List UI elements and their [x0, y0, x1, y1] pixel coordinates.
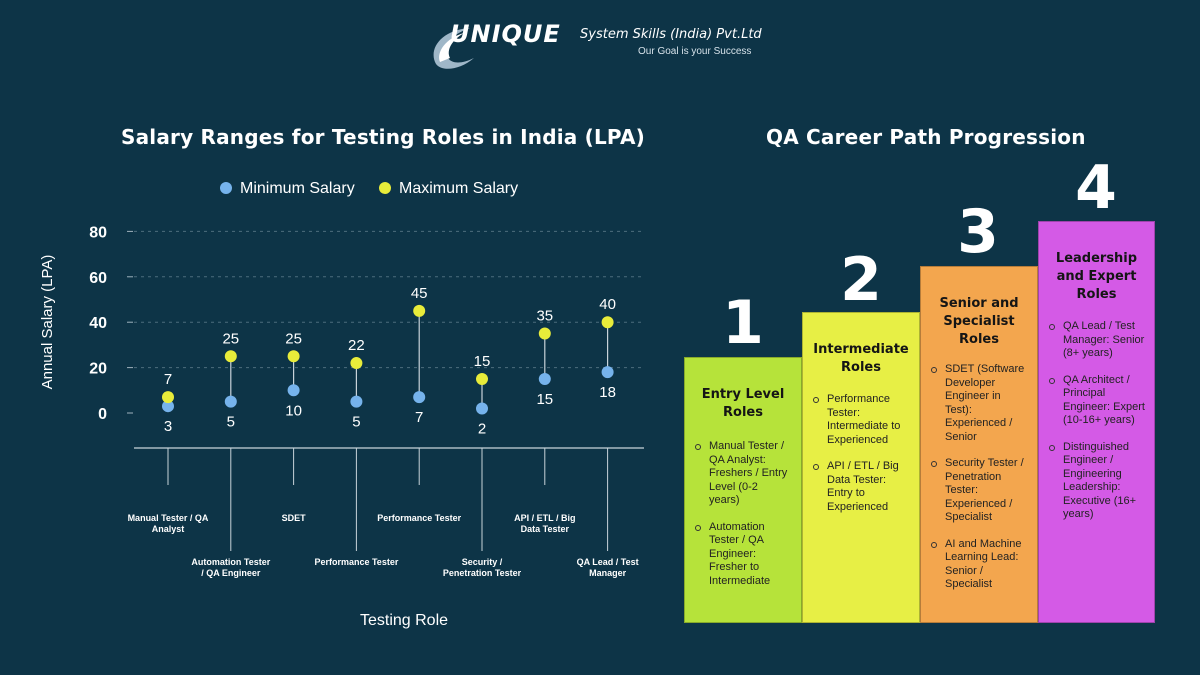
step-list: Manual Tester / QA Analyst: Freshers / E… — [693, 440, 791, 588]
step-2-number: 2 — [840, 245, 882, 315]
min-point — [413, 391, 426, 404]
legend-maximum-marker — [379, 182, 391, 194]
x-axis-label: Testing Role — [360, 612, 448, 629]
max-data-label: 22 — [348, 337, 365, 354]
logo-swoosh-icon — [433, 28, 474, 69]
career-step-leadership: Leadership and Expert Roles QA Lead / Te… — [1038, 221, 1155, 623]
max-point — [413, 304, 426, 317]
brand-name: UNIQUE — [450, 20, 561, 48]
min-point — [538, 372, 551, 385]
x-tick-label: QA Lead / Test Manager — [577, 557, 639, 578]
y-tick-label: 0 — [98, 406, 107, 423]
max-data-label: 40 — [599, 296, 616, 313]
min-data-label: 15 — [536, 391, 553, 408]
min-point — [476, 402, 488, 415]
step-list-item: Performance Tester: Intermediate to Expe… — [811, 393, 911, 447]
max-point — [601, 316, 614, 329]
step-list-item: Distinguished Engineer / Engineering Lea… — [1047, 441, 1146, 522]
step-list: Performance Tester: Intermediate to Expe… — [811, 393, 911, 514]
x-tick-label: Performance Tester — [377, 513, 461, 523]
x-tick-label: API / ETL / Big Data Tester — [514, 513, 575, 534]
x-tick-label: SDET — [282, 513, 307, 523]
step-list-item: API / ETL / Big Data Tester: Entry to Ex… — [811, 460, 911, 514]
max-point — [476, 372, 488, 385]
y-axis-label: Annual Salary (LPA) — [39, 255, 56, 390]
tagline: Our Goal is your Success — [638, 46, 752, 57]
y-tick-label: 60 — [89, 270, 107, 287]
max-data-label: 25 — [285, 330, 302, 347]
step-list: QA Lead / Test Manager: Senior (8+ years… — [1047, 320, 1146, 522]
step-1-number: 1 — [722, 288, 764, 358]
min-data-label: 5 — [227, 414, 235, 431]
min-point — [287, 384, 300, 397]
max-point — [350, 357, 363, 370]
step-title: Leadership and Expert Roles — [1055, 251, 1138, 302]
x-tick-label: Performance Tester — [314, 557, 398, 567]
chart-marks: 3 7 5 25 10 25 5 22 7 45 2 15 15 35 18 40 — [162, 285, 616, 437]
min-data-label: 7 — [415, 409, 423, 426]
chart-title: Salary Ranges for Testing Roles in India… — [121, 125, 645, 149]
legend-minimum-marker — [220, 182, 232, 194]
max-point — [287, 350, 300, 363]
step-title: Senior and Specialist Roles — [939, 296, 1019, 347]
min-point — [162, 400, 174, 413]
y-tick-label: 40 — [89, 315, 107, 332]
max-point — [162, 391, 174, 404]
min-point — [350, 395, 363, 408]
min-data-label: 5 — [352, 414, 360, 431]
x-tick-label: Security / Penetration Tester — [443, 557, 522, 578]
legend-minimum: Minimum Salary — [220, 180, 355, 198]
y-axis: 0 20 40 60 80 — [89, 224, 133, 423]
step-title: Entry Level Roles — [701, 387, 785, 420]
legend-maximum-label: Maximum Salary — [399, 180, 519, 197]
step-list-item: Automation Tester / QA Engineer: Fresher… — [693, 521, 791, 589]
step-list-item: AI and Machine Learning Lead: Senior / S… — [929, 538, 1029, 592]
max-point — [224, 350, 237, 363]
chart-grid — [134, 230, 644, 369]
career-step-intermediate: Intermediate Roles Performance Tester: I… — [802, 312, 920, 623]
min-point — [224, 395, 237, 408]
min-point — [601, 366, 614, 379]
x-tick-label: Manual Tester / QA Analyst — [128, 513, 209, 534]
max-data-label: 15 — [474, 353, 491, 370]
max-data-label: 35 — [536, 308, 553, 325]
max-data-label: 7 — [164, 371, 172, 388]
step-list-item: QA Lead / Test Manager: Senior (8+ years… — [1047, 320, 1146, 361]
legend-minimum-label: Minimum Salary — [240, 180, 355, 197]
max-data-label: 45 — [411, 285, 428, 302]
min-data-label: 18 — [599, 384, 616, 401]
max-point — [538, 327, 551, 340]
company-logo: UNIQUE System Skills (India) Pvt.Ltd Our… — [430, 18, 790, 69]
step-list-item: QA Architect / Principal Engineer: Exper… — [1047, 374, 1146, 428]
step-title: Intermediate Roles — [813, 342, 909, 375]
salary-chart: 0 20 40 60 80 Manual Tester / QA Analyst Autom… — [39, 224, 644, 629]
max-data-label: 25 — [222, 330, 239, 347]
step-list-item: Security Tester / Penetration Tester: Ex… — [929, 457, 1029, 525]
legend-maximum: Maximum Salary — [379, 180, 518, 198]
min-data-label: 2 — [478, 420, 486, 437]
min-data-label: 10 — [285, 402, 302, 419]
step-list: SDET (Software Developer Engineer in Tes… — [929, 363, 1029, 592]
company-name: System Skills (India) Pvt.Ltd — [580, 27, 762, 42]
x-tick-label: Automation Tester / QA Engineer — [191, 557, 270, 578]
step-4-number: 4 — [1075, 153, 1117, 223]
step-list-item: SDET (Software Developer Engineer in Tes… — [929, 363, 1029, 444]
step-list-item: Manual Tester / QA Analyst: Freshers / E… — [693, 440, 791, 508]
x-axis: Manual Tester / QA Analyst Automation Test… — [128, 447, 644, 578]
y-tick-label: 20 — [89, 361, 107, 378]
career-step-entry: Entry Level Roles Manual Tester / QA Ana… — [684, 357, 802, 623]
career-title: QA Career Path Progression — [766, 125, 1086, 149]
step-3-number: 3 — [957, 197, 999, 267]
career-step-senior: Senior and Specialist Roles SDET (Softwa… — [920, 266, 1038, 623]
y-tick-label: 80 — [89, 224, 107, 241]
min-data-label: 3 — [164, 418, 172, 435]
